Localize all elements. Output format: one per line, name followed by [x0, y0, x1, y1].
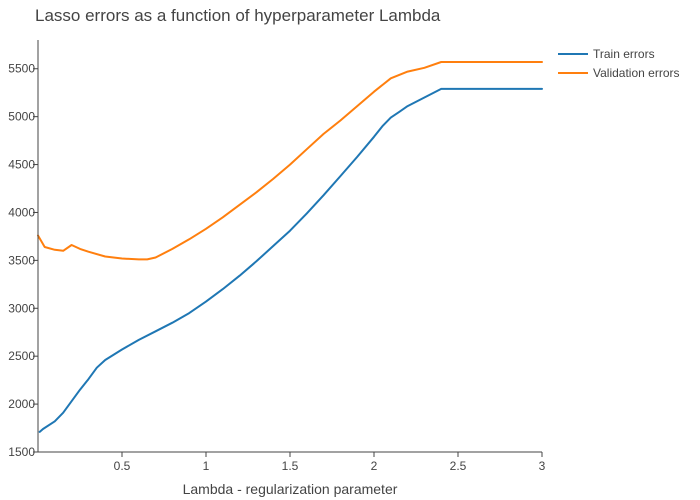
y-tick-label: 3500 — [8, 253, 35, 267]
chart-title: Lasso errors as a function of hyperparam… — [35, 6, 441, 25]
x-axis-title: Lambda - regularization parameter — [183, 481, 398, 497]
x-tick-label: 3 — [539, 459, 546, 473]
y-tick-label: 4500 — [8, 158, 35, 172]
x-tick-label: 1 — [203, 459, 210, 473]
y-tick-label: 2000 — [8, 397, 35, 411]
plot-area — [37, 61, 543, 433]
legend-item-validation-errors[interactable]: Validation errors — [558, 66, 679, 80]
y-tick-label: 5000 — [8, 110, 35, 124]
y-tick-label: 1500 — [8, 445, 35, 459]
y-tick-label: 2500 — [8, 349, 35, 363]
x-tick-label: 0.5 — [114, 459, 131, 473]
y-tick-label: 4000 — [8, 205, 35, 219]
legend-label: Train errors — [593, 47, 655, 61]
series-line-train-errors — [38, 87, 543, 433]
x-tick-label: 2.5 — [450, 459, 467, 473]
x-axis-ticks: 0.5 1 1.5 2 2.5 3 — [114, 452, 546, 473]
x-tick-label: 2 — [371, 459, 378, 473]
y-tick-label: 3000 — [8, 301, 35, 315]
x-tick-label: 1.5 — [282, 459, 299, 473]
legend-item-train-errors[interactable]: Train errors — [558, 47, 655, 61]
y-tick-label: 5500 — [8, 62, 35, 76]
series-line-validation-errors — [37, 61, 543, 261]
legend-label: Validation errors — [593, 66, 679, 80]
legend[interactable]: Train errors Validation errors — [558, 47, 679, 80]
y-axis-ticks: 1500 2000 2500 3000 3500 4000 4500 5000 5500 — [8, 62, 38, 459]
